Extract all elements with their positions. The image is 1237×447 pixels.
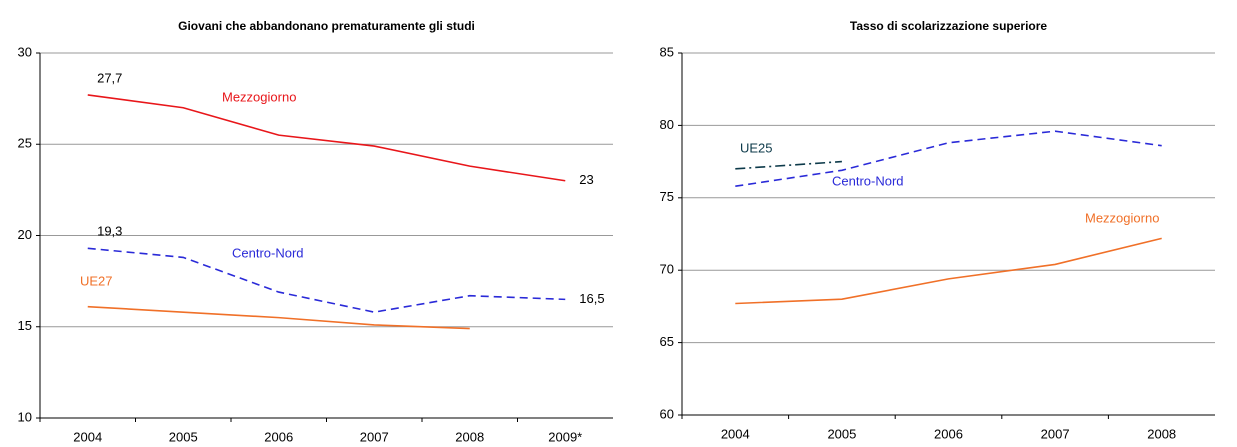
y-tick-label: 80 bbox=[660, 117, 674, 132]
x-tick-label: 2004 bbox=[73, 429, 102, 444]
x-tick-label: 2006 bbox=[264, 429, 293, 444]
data-label: 16,5 bbox=[579, 291, 604, 306]
data-label: 27,7 bbox=[97, 70, 122, 85]
y-tick-label: 70 bbox=[660, 262, 674, 277]
chart-title: Tasso di scolarizzazione superiore bbox=[850, 19, 1048, 33]
x-tick-label: 2007 bbox=[1041, 426, 1070, 441]
series-line bbox=[87, 94, 566, 182]
x-tick-label: 2006 bbox=[934, 426, 963, 441]
y-tick-label: 65 bbox=[660, 334, 674, 349]
series-label: Mezzogiorno bbox=[1085, 210, 1159, 225]
series-label: Mezzogiorno bbox=[222, 89, 296, 104]
series-line bbox=[87, 247, 566, 313]
series-line bbox=[87, 305, 470, 330]
series-line bbox=[735, 237, 1162, 305]
data-label: 19,3 bbox=[97, 224, 122, 239]
y-tick-label: 75 bbox=[660, 189, 674, 204]
chart-title: Giovani che abbandonano prematuramente g… bbox=[178, 19, 475, 33]
y-tick-label: 15 bbox=[18, 318, 32, 333]
series-line bbox=[735, 130, 1162, 188]
y-tick-label: 20 bbox=[18, 227, 32, 242]
series-label: Centro-Nord bbox=[232, 245, 304, 260]
series-label: Centro-Nord bbox=[832, 173, 904, 188]
x-tick-label: 2005 bbox=[169, 429, 198, 444]
y-tick-label: 85 bbox=[660, 44, 674, 59]
x-tick-label: 2008 bbox=[1147, 426, 1176, 441]
y-tick-label: 25 bbox=[18, 136, 32, 151]
x-tick-label: 2004 bbox=[721, 426, 750, 441]
y-tick-label: 10 bbox=[18, 409, 32, 424]
y-tick-label: 60 bbox=[660, 406, 674, 421]
x-tick-label: 2005 bbox=[827, 426, 856, 441]
data-label: 23 bbox=[579, 172, 593, 187]
series-label: UE25 bbox=[740, 140, 773, 155]
x-tick-label: 2009* bbox=[548, 429, 582, 444]
x-tick-label: 2007 bbox=[360, 429, 389, 444]
y-tick-label: 30 bbox=[18, 44, 32, 59]
series-line bbox=[735, 160, 842, 170]
x-tick-label: 2008 bbox=[455, 429, 484, 444]
series-label: UE27 bbox=[80, 273, 113, 288]
